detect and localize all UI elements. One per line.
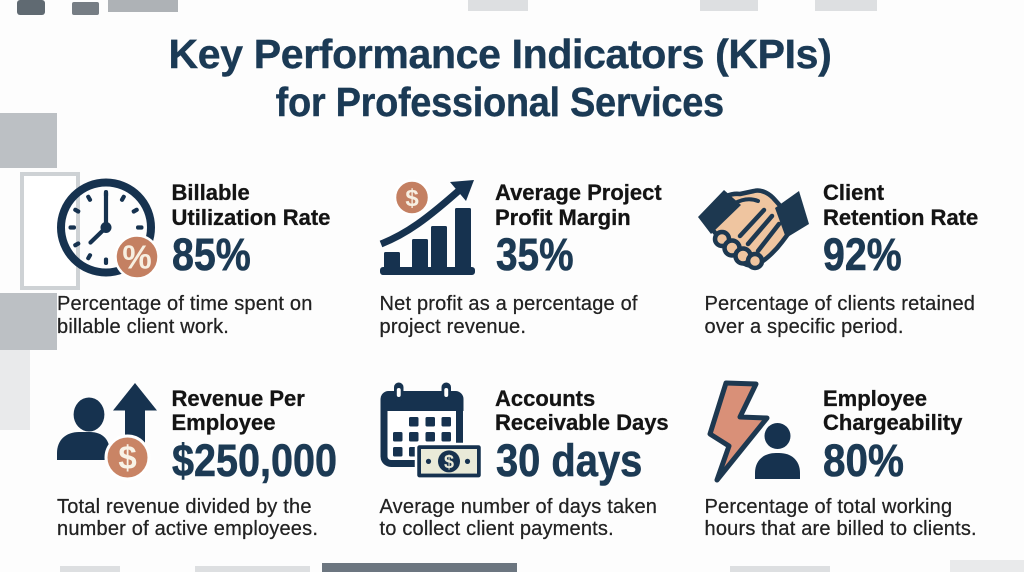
svg-text:$: $ [444, 452, 454, 472]
svg-text:%: % [122, 239, 151, 276]
svg-text:$: $ [405, 185, 419, 212]
svg-text:$: $ [118, 439, 136, 476]
